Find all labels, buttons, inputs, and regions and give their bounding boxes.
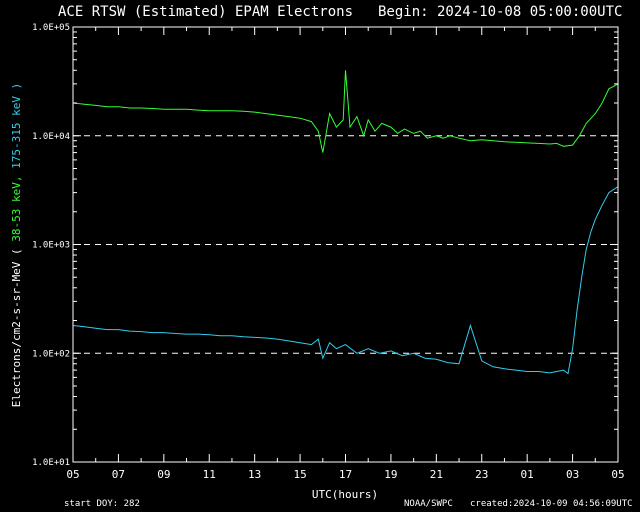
- source-label: NOAA/SWPC: [404, 499, 453, 509]
- x-tick-label: 17: [339, 468, 352, 481]
- x-tick-label: 11: [203, 468, 216, 481]
- y-tick-label: 1.0E+02: [32, 349, 70, 359]
- x-tick-label: 05: [66, 468, 79, 481]
- begin-label: Begin: 2024-10-08 05:00:00UTC: [378, 4, 622, 20]
- x-tick-label: 07: [112, 468, 125, 481]
- x-tick-label: 09: [157, 468, 170, 481]
- x-tick-label: 03: [566, 468, 579, 481]
- x-tick-label: 13: [248, 468, 261, 481]
- y-axis-label-series2: 175-315 keV ): [10, 83, 23, 176]
- y-axis-label-prefix: Electrons/cm2-s-sr-MeV (: [10, 248, 23, 407]
- x-tick-label: 21: [430, 468, 443, 481]
- series-line-2: [72, 186, 619, 375]
- x-tick-label: 15: [293, 468, 306, 481]
- start-doy: start DOY: 282: [64, 499, 140, 509]
- created-timestamp: created:2024-10-09 04:56:09UTC: [470, 499, 633, 509]
- y-axis-label-series1: 38-53 keV,: [10, 175, 23, 248]
- x-axis-label: UTC(hours): [312, 488, 378, 501]
- y-tick-label: 1.0E+03: [32, 241, 70, 251]
- x-tick-label: 01: [521, 468, 534, 481]
- series-line-1: [72, 70, 619, 153]
- y-tick-label: 1.0E+05: [32, 23, 70, 33]
- x-tick-label: 19: [384, 468, 397, 481]
- y-axis-label: Electrons/cm2-s-sr-MeV ( 38-53 keV, 175-…: [10, 83, 23, 408]
- y-tick-label: 1.0E+01: [32, 458, 70, 468]
- x-tick-label: 05: [611, 468, 624, 481]
- chart-title: ACE RTSW (Estimated) EPAM Electrons: [58, 4, 353, 20]
- y-tick-label: 1.0E+04: [32, 132, 70, 142]
- x-tick-label: 23: [475, 468, 488, 481]
